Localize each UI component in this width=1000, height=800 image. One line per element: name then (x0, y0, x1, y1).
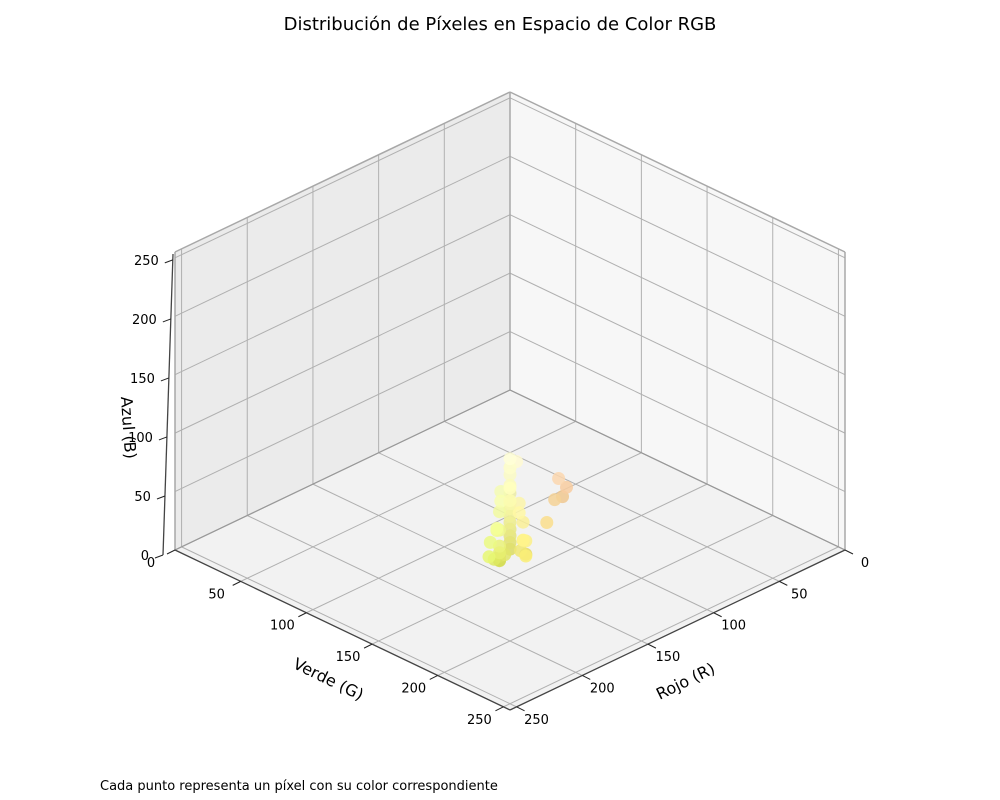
right-back-pane (510, 92, 845, 550)
grid-line (174, 272, 511, 434)
data-point (552, 472, 566, 485)
y-tick-label: 50 (208, 587, 225, 602)
z-tick-mark (156, 495, 166, 500)
z-tick-mark (162, 318, 172, 323)
grid-line (240, 420, 576, 582)
x-axis-line (509, 549, 846, 711)
pane-edge (174, 389, 511, 551)
chart-title: Distribución de Píxeles en Espacio de Co… (284, 14, 717, 35)
left-back-pane (175, 92, 510, 550)
y-tick-mark (363, 643, 373, 649)
data-point (512, 506, 526, 520)
z-tick-mark (154, 554, 164, 559)
grid-line (312, 483, 649, 645)
x-tick-mark (582, 675, 591, 680)
x-tick-label: 100 (721, 619, 746, 634)
grid-line (509, 155, 846, 317)
y-tick-mark (298, 612, 307, 618)
grid-line (174, 97, 511, 259)
pane-edge (509, 389, 846, 551)
grid-line (247, 515, 583, 676)
z-tick-label: 50 (134, 490, 151, 505)
z-tick-label: 250 (134, 254, 159, 269)
grid-line (509, 214, 846, 376)
z-tick-label: 0 (141, 549, 149, 564)
grid-line (174, 155, 511, 317)
x-axis-label: Rojo (R) (653, 659, 718, 704)
data-point (540, 516, 554, 529)
pane-edge (174, 91, 511, 253)
y-tick-label: 100 (270, 619, 295, 634)
grid-line (174, 214, 511, 376)
data-point (490, 521, 504, 535)
z-tick-label: 100 (128, 431, 153, 446)
y-tick-label: 150 (336, 650, 361, 665)
x-tick-label: 250 (524, 713, 549, 728)
grid-line (503, 546, 839, 708)
z-tick-mark (158, 436, 168, 441)
data-point (560, 480, 573, 494)
data-point (503, 494, 517, 508)
grid-line (371, 483, 708, 645)
axis-lines (162, 91, 846, 711)
grid-line (306, 452, 642, 614)
x-tick-mark (844, 549, 854, 555)
x-tick-label: 50 (791, 587, 808, 602)
data-point (516, 533, 530, 547)
data-point (483, 535, 497, 549)
z-tick-mark (164, 259, 173, 264)
y-tick-label: 250 (467, 713, 492, 728)
data-point (548, 493, 562, 507)
y-tick-mark (429, 675, 438, 680)
data-point (503, 452, 517, 466)
x-tick-mark (516, 706, 525, 712)
z-axis-label: Azul (B) (117, 396, 140, 460)
y-tick-label: 200 (401, 681, 426, 696)
pane-edge (509, 91, 846, 253)
z-tick-mark (160, 377, 170, 382)
z-tick-label: 200 (132, 313, 157, 328)
data-point (519, 549, 533, 563)
x-tick-mark (779, 580, 788, 586)
x-tick-label: 150 (656, 650, 681, 665)
x-tick-mark (713, 612, 722, 618)
grid-line (509, 97, 846, 259)
data-point (493, 505, 506, 519)
y-tick-mark (232, 580, 241, 586)
grid-line (509, 272, 846, 434)
y-tick-label: 0 (147, 556, 155, 571)
z-axis-line (162, 253, 174, 556)
z-tick-label: 150 (130, 372, 155, 387)
grid-line (181, 546, 517, 708)
data-point (482, 550, 496, 564)
grid-line (174, 331, 511, 493)
grid-line (378, 452, 714, 614)
data-points (482, 452, 573, 568)
chart-caption: Cada punto representa un píxel con su co… (100, 779, 498, 794)
x-tick-mark (647, 643, 657, 649)
grid-line (444, 420, 780, 582)
x-tick-label: 0 (861, 556, 869, 571)
grid-line (437, 515, 773, 676)
x-tick-label: 200 (590, 681, 615, 696)
y-tick-mark (166, 549, 176, 555)
data-point (503, 481, 517, 495)
y-axis-line (174, 549, 511, 711)
data-point (494, 494, 508, 508)
data-point (503, 461, 517, 475)
tick-labels: 0 50 100 150 200 250 0 50 100 150 200 250 0 50 100 150 2… (128, 254, 869, 728)
grid-line (509, 331, 846, 493)
y-tick-mark (495, 706, 504, 712)
